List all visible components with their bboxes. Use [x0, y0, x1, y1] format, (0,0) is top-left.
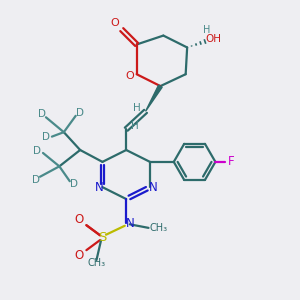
Text: D: D	[42, 132, 50, 142]
Text: D: D	[76, 108, 84, 118]
Text: N: N	[149, 181, 158, 194]
Text: D: D	[33, 146, 41, 157]
Text: CH₃: CH₃	[87, 258, 106, 268]
Text: H: H	[133, 103, 141, 113]
Text: N: N	[94, 181, 103, 194]
Text: H: H	[131, 121, 138, 130]
Text: H: H	[203, 25, 210, 35]
Text: O: O	[74, 213, 83, 226]
Text: D: D	[38, 109, 46, 119]
Text: N: N	[126, 217, 135, 230]
Text: CH₃: CH₃	[149, 223, 167, 233]
Text: D: D	[70, 178, 78, 189]
Text: OH: OH	[205, 34, 221, 44]
Text: D: D	[32, 175, 40, 185]
Text: F: F	[227, 155, 234, 168]
Polygon shape	[146, 85, 162, 111]
Text: S: S	[98, 231, 106, 244]
Text: O: O	[111, 18, 120, 28]
Text: O: O	[126, 71, 134, 81]
Text: O: O	[74, 249, 83, 262]
